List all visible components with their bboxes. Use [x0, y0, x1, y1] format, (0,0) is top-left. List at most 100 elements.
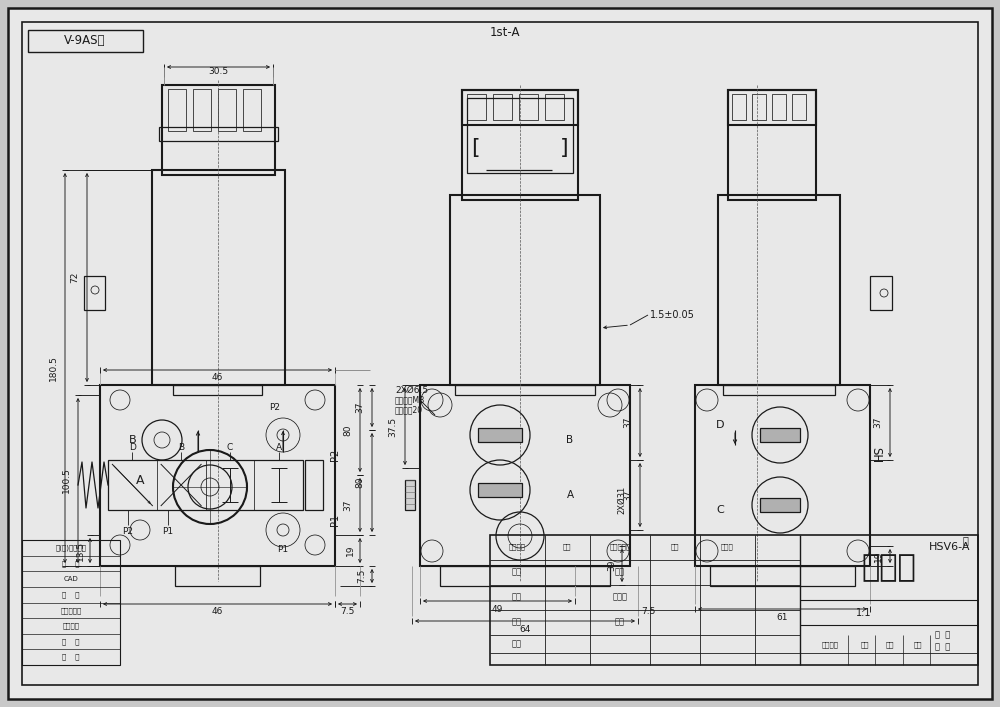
- Text: 2XØ6.5: 2XØ6.5: [395, 385, 428, 395]
- Text: 共  张: 共 张: [935, 631, 951, 640]
- Bar: [728, 90, 816, 200]
- Text: 2XØ31: 2XØ31: [618, 486, 626, 514]
- Text: A: A: [566, 490, 574, 500]
- Text: 背面螺紊MB: 背面螺紊MB: [395, 395, 425, 404]
- Text: 旧底图总号: 旧底图总号: [60, 607, 82, 614]
- Bar: [84, 276, 105, 310]
- Bar: [792, 94, 806, 120]
- Text: 签名: 签名: [671, 544, 679, 550]
- Bar: [478, 428, 522, 442]
- Bar: [467, 98, 573, 173]
- Text: C: C: [227, 443, 233, 452]
- Bar: [108, 460, 303, 510]
- Text: 19: 19: [346, 545, 354, 556]
- Text: 司: 司: [962, 535, 968, 545]
- Text: HSV6-A: HSV6-A: [929, 542, 971, 552]
- Bar: [28, 30, 143, 52]
- Bar: [732, 94, 746, 120]
- Text: 有效深度20: 有效深度20: [395, 406, 423, 414]
- Text: 标记处数: 标记处数: [509, 544, 526, 550]
- Bar: [243, 89, 261, 131]
- Text: SH: SH: [870, 447, 883, 463]
- Bar: [519, 94, 538, 120]
- Bar: [723, 385, 835, 395]
- Text: 第  张: 第 张: [935, 643, 951, 651]
- Bar: [710, 566, 855, 586]
- Text: 1.5±0.05: 1.5±0.05: [650, 310, 695, 320]
- Bar: [420, 385, 630, 566]
- Bar: [173, 385, 262, 395]
- Text: 37: 37: [624, 416, 633, 428]
- Text: P2: P2: [122, 527, 134, 537]
- Text: 19: 19: [874, 550, 883, 562]
- Bar: [752, 94, 766, 120]
- Text: 80: 80: [344, 424, 352, 436]
- Bar: [760, 428, 800, 442]
- Text: 80: 80: [356, 477, 364, 489]
- Bar: [218, 89, 236, 131]
- Text: 37: 37: [356, 402, 364, 414]
- Text: 工艺: 工艺: [615, 568, 625, 576]
- Bar: [455, 385, 595, 395]
- Text: ]: ]: [560, 138, 568, 158]
- Text: 信(通)用件登记: 信(通)用件登记: [56, 544, 87, 551]
- Text: 46: 46: [212, 373, 223, 382]
- Bar: [728, 90, 816, 125]
- Text: A: A: [136, 474, 144, 486]
- Text: 数量: 数量: [861, 642, 869, 648]
- Text: 61: 61: [777, 612, 788, 621]
- Text: CAD: CAD: [64, 576, 78, 582]
- Text: 重量: 重量: [886, 642, 894, 648]
- Bar: [695, 385, 870, 566]
- Text: 13.5: 13.5: [76, 540, 84, 561]
- Text: B: B: [129, 435, 137, 445]
- Text: 37: 37: [624, 489, 633, 501]
- Text: 更改文件号: 更改文件号: [609, 544, 631, 550]
- Text: 阶段标记: 阶段标记: [822, 642, 838, 648]
- Text: 制图: 制图: [512, 592, 522, 602]
- Bar: [22, 540, 120, 665]
- Bar: [462, 90, 578, 125]
- Text: 审核: 审核: [512, 640, 522, 648]
- Text: 校对: 校对: [512, 617, 522, 626]
- Text: D: D: [129, 443, 136, 452]
- Bar: [467, 94, 486, 120]
- Text: B: B: [178, 443, 184, 452]
- Bar: [405, 480, 415, 510]
- Text: 比例: 比例: [914, 642, 922, 648]
- Text: P1: P1: [330, 514, 340, 526]
- Text: P1: P1: [277, 546, 289, 554]
- Text: 64: 64: [519, 624, 531, 633]
- Bar: [193, 89, 211, 131]
- Text: 1:1: 1:1: [856, 608, 872, 618]
- Bar: [152, 170, 285, 385]
- Text: 描    图: 描 图: [62, 560, 80, 567]
- Text: C: C: [716, 505, 724, 515]
- Bar: [718, 195, 840, 385]
- Text: V-9AS口: V-9AS口: [64, 35, 106, 47]
- Bar: [760, 498, 800, 512]
- Text: 标准化: 标准化: [612, 592, 628, 602]
- Text: 72: 72: [70, 271, 80, 284]
- Text: 37: 37: [874, 416, 883, 428]
- Text: 7.5: 7.5: [340, 607, 355, 617]
- Bar: [493, 94, 512, 120]
- Text: 1st-A: 1st-A: [490, 26, 520, 40]
- Text: 100.5: 100.5: [62, 467, 70, 493]
- Text: 37: 37: [344, 499, 352, 510]
- Text: 30.5: 30.5: [208, 67, 229, 76]
- Text: 7.5: 7.5: [641, 607, 655, 616]
- Text: 39: 39: [608, 560, 616, 571]
- Bar: [478, 483, 522, 497]
- Bar: [490, 535, 978, 665]
- Text: 7.5: 7.5: [358, 569, 366, 583]
- Text: D: D: [716, 420, 724, 430]
- Bar: [100, 385, 335, 566]
- Text: 设计: 设计: [512, 568, 522, 576]
- Text: 年月日: 年月日: [721, 544, 733, 550]
- Text: 180.5: 180.5: [48, 355, 58, 381]
- Text: A: A: [276, 443, 282, 452]
- Bar: [772, 94, 786, 120]
- Text: B: B: [566, 435, 574, 445]
- Text: 分区: 分区: [563, 544, 571, 550]
